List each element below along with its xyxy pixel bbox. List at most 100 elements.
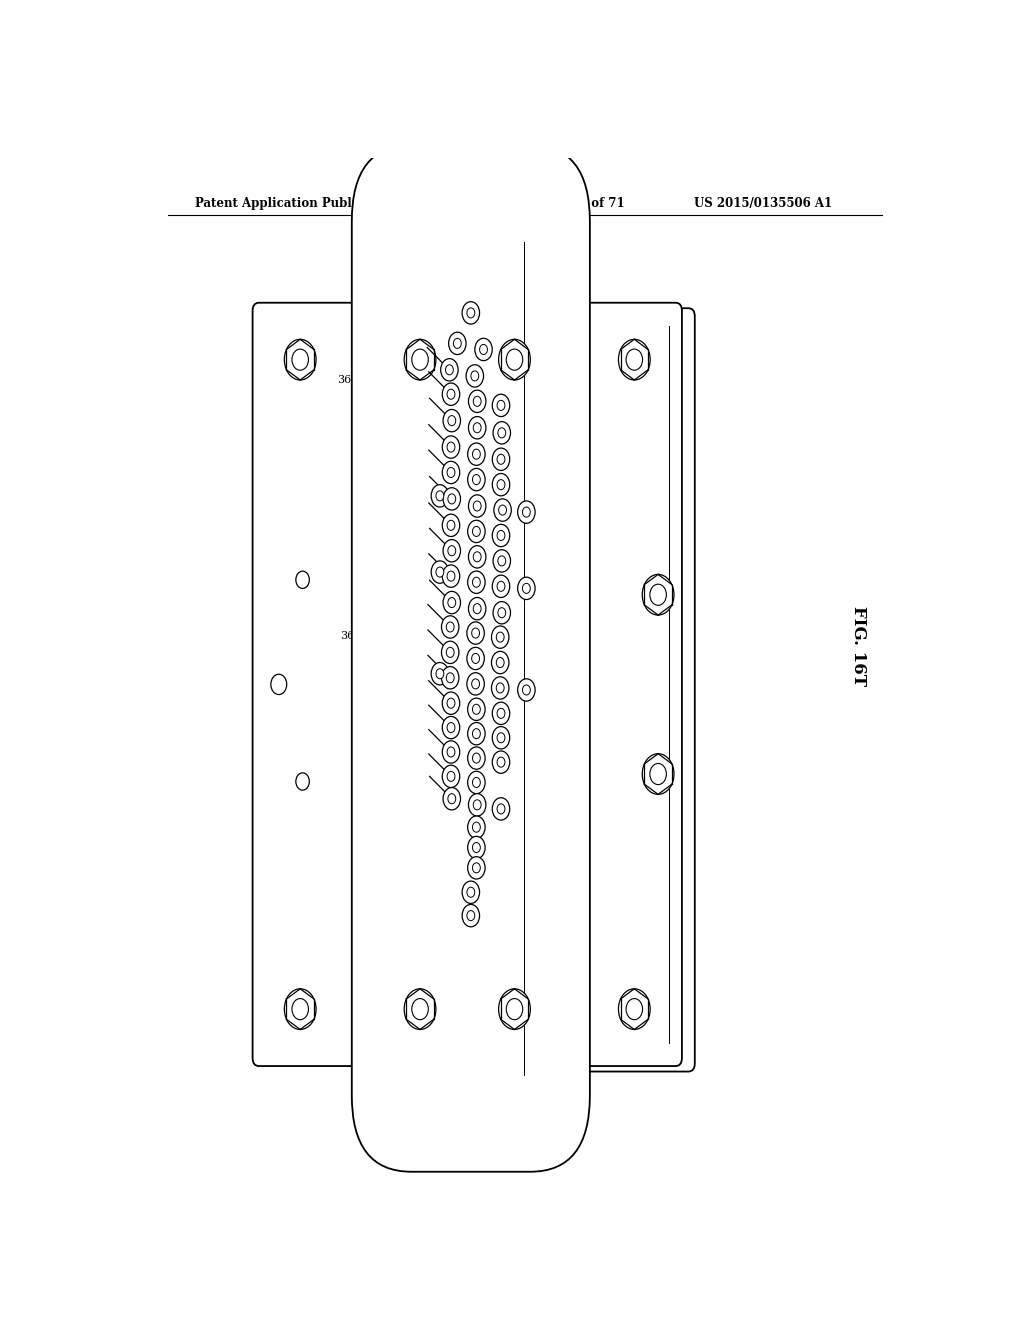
Circle shape xyxy=(497,733,505,743)
Circle shape xyxy=(468,747,485,770)
Circle shape xyxy=(412,998,428,1019)
Circle shape xyxy=(497,400,505,411)
Text: FIG. 16T: FIG. 16T xyxy=(850,606,866,686)
Circle shape xyxy=(618,339,650,380)
Circle shape xyxy=(468,816,485,838)
Circle shape xyxy=(497,804,505,814)
Circle shape xyxy=(472,449,480,459)
Circle shape xyxy=(471,371,479,381)
Circle shape xyxy=(446,622,454,632)
Circle shape xyxy=(492,651,509,673)
Circle shape xyxy=(468,837,485,859)
Circle shape xyxy=(270,675,287,694)
Circle shape xyxy=(473,396,481,407)
Circle shape xyxy=(454,338,461,348)
Circle shape xyxy=(522,507,530,517)
Circle shape xyxy=(404,989,436,1030)
Circle shape xyxy=(468,771,485,793)
Circle shape xyxy=(642,574,674,615)
Text: Patent Application Publication: Patent Application Publication xyxy=(196,197,398,210)
Circle shape xyxy=(447,598,456,607)
Circle shape xyxy=(443,591,461,614)
Circle shape xyxy=(449,333,466,355)
Circle shape xyxy=(626,998,643,1019)
Circle shape xyxy=(447,572,455,581)
Circle shape xyxy=(447,722,455,733)
Circle shape xyxy=(499,339,530,380)
Circle shape xyxy=(447,442,455,451)
Circle shape xyxy=(518,500,536,523)
Circle shape xyxy=(492,677,509,700)
Circle shape xyxy=(497,709,505,718)
Circle shape xyxy=(447,545,456,556)
Circle shape xyxy=(497,531,505,540)
Circle shape xyxy=(412,348,428,370)
Circle shape xyxy=(442,766,460,788)
Circle shape xyxy=(472,628,479,638)
Circle shape xyxy=(467,911,475,920)
Circle shape xyxy=(494,421,511,444)
Circle shape xyxy=(472,577,480,587)
Circle shape xyxy=(497,657,504,668)
Circle shape xyxy=(442,383,460,405)
Circle shape xyxy=(467,308,475,318)
Circle shape xyxy=(440,359,458,381)
Circle shape xyxy=(446,647,454,657)
Circle shape xyxy=(493,576,510,598)
Circle shape xyxy=(468,793,486,816)
Circle shape xyxy=(472,729,480,739)
Circle shape xyxy=(522,685,530,696)
Circle shape xyxy=(447,389,455,399)
Circle shape xyxy=(479,345,487,355)
Circle shape xyxy=(493,797,510,820)
Circle shape xyxy=(462,880,479,903)
Circle shape xyxy=(472,752,480,763)
Circle shape xyxy=(497,758,505,767)
Circle shape xyxy=(467,887,475,898)
Circle shape xyxy=(494,549,511,572)
Circle shape xyxy=(468,495,486,517)
Circle shape xyxy=(493,474,510,496)
Text: US 2015/0135506 A1: US 2015/0135506 A1 xyxy=(694,197,831,210)
Circle shape xyxy=(443,487,461,510)
Circle shape xyxy=(498,428,506,438)
Circle shape xyxy=(497,682,504,693)
Circle shape xyxy=(447,520,455,531)
Circle shape xyxy=(442,461,460,483)
Circle shape xyxy=(472,822,480,832)
Circle shape xyxy=(292,998,308,1019)
Circle shape xyxy=(442,717,460,739)
Circle shape xyxy=(472,777,480,788)
Circle shape xyxy=(473,603,481,614)
Circle shape xyxy=(468,444,485,466)
Circle shape xyxy=(285,989,316,1030)
Circle shape xyxy=(468,598,486,620)
Circle shape xyxy=(494,602,511,624)
Text: 3660: 3660 xyxy=(380,399,409,408)
Circle shape xyxy=(443,788,461,810)
Circle shape xyxy=(472,842,480,853)
Circle shape xyxy=(447,771,455,781)
Circle shape xyxy=(436,491,443,500)
Circle shape xyxy=(431,484,449,507)
Circle shape xyxy=(468,857,485,879)
Circle shape xyxy=(642,754,674,795)
Circle shape xyxy=(441,616,459,638)
Circle shape xyxy=(472,475,480,484)
Circle shape xyxy=(442,436,460,458)
Circle shape xyxy=(468,545,486,568)
Circle shape xyxy=(447,416,456,425)
Circle shape xyxy=(447,494,456,504)
Circle shape xyxy=(475,338,493,360)
Circle shape xyxy=(468,391,486,412)
Circle shape xyxy=(506,998,522,1019)
Circle shape xyxy=(472,527,480,536)
Text: 3630: 3630 xyxy=(340,631,369,642)
Circle shape xyxy=(468,520,485,543)
Circle shape xyxy=(518,678,536,701)
Circle shape xyxy=(468,417,486,440)
Circle shape xyxy=(445,364,454,375)
Circle shape xyxy=(431,663,449,685)
Circle shape xyxy=(442,565,460,587)
Circle shape xyxy=(493,447,510,470)
